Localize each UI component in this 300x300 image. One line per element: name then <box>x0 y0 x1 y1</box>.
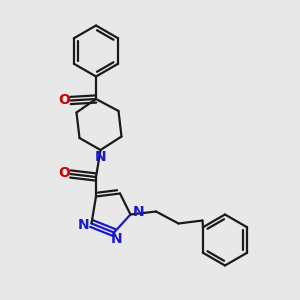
Text: O: O <box>58 93 70 107</box>
Text: O: O <box>58 167 70 180</box>
Text: N: N <box>133 205 144 219</box>
Text: N: N <box>78 218 89 232</box>
Text: N: N <box>111 232 123 246</box>
Text: N: N <box>95 150 106 164</box>
